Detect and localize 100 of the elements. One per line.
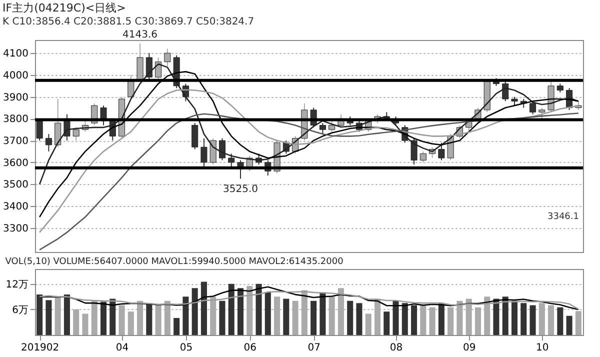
bar xyxy=(484,296,490,335)
x-tick-label: 10 xyxy=(536,342,549,354)
bar xyxy=(511,300,518,335)
bar xyxy=(36,294,43,335)
bar xyxy=(365,314,372,335)
bar xyxy=(320,292,326,335)
bar xyxy=(411,305,418,335)
candlestick xyxy=(328,120,336,132)
y-tick-label: 3700 xyxy=(3,136,28,148)
bar xyxy=(174,318,180,335)
x-tick-label: 201902 xyxy=(20,342,60,354)
bar xyxy=(274,296,280,335)
x-tick-label: 07 xyxy=(308,342,320,354)
bar xyxy=(110,298,116,335)
candlestick xyxy=(210,138,216,166)
candlestick xyxy=(502,81,509,102)
bar xyxy=(338,288,344,335)
candlestick xyxy=(228,153,235,168)
bar xyxy=(91,300,98,335)
bar xyxy=(192,288,198,335)
x-tick-label: 04 xyxy=(116,342,129,354)
annotation: 3525.0 xyxy=(223,184,258,195)
line-series xyxy=(38,290,580,310)
y-tick-label: 12万 xyxy=(6,279,28,290)
bar xyxy=(557,307,564,335)
y-tick-label: 3500 xyxy=(3,180,28,191)
bar xyxy=(493,298,500,335)
candlestick xyxy=(192,122,198,150)
line-series xyxy=(38,286,580,310)
y-tick-label: 3800 xyxy=(3,114,28,126)
bar xyxy=(164,300,170,335)
x-tick-label: 09 xyxy=(462,342,476,354)
y-tick-label: 3300 xyxy=(3,223,28,234)
y-tick-label: 3900 xyxy=(3,92,28,104)
y-tick-label: 3400 xyxy=(3,202,28,213)
bar xyxy=(264,292,271,335)
y-tick-label: 3600 xyxy=(3,158,28,169)
bar xyxy=(228,284,234,335)
bar xyxy=(448,307,454,335)
chart-title: IF主力(04219C)<日线> xyxy=(2,2,126,15)
line-series xyxy=(38,71,580,218)
bar xyxy=(520,303,527,335)
bar xyxy=(46,300,52,335)
bar xyxy=(64,294,70,335)
bar xyxy=(219,300,226,335)
candlestick xyxy=(319,122,326,134)
bar xyxy=(402,303,408,335)
candlestick xyxy=(72,126,80,142)
bar xyxy=(100,302,107,335)
bar xyxy=(530,305,536,335)
y-tick-label: 6万 xyxy=(12,304,28,316)
candlestick xyxy=(218,138,226,161)
x-tick-label: 06 xyxy=(244,342,256,354)
candlestick xyxy=(200,138,208,168)
y-tick-label: 4000 xyxy=(3,70,28,82)
bar xyxy=(200,282,207,335)
bar xyxy=(54,296,61,335)
bar xyxy=(237,288,244,335)
bar xyxy=(283,298,290,335)
bar xyxy=(502,296,508,335)
bar xyxy=(328,296,335,335)
bar xyxy=(374,298,381,335)
bar xyxy=(420,305,426,335)
bar xyxy=(474,307,481,335)
bar xyxy=(566,316,572,335)
bar xyxy=(155,304,162,335)
candlestick xyxy=(438,142,445,161)
bar xyxy=(429,307,436,335)
bar xyxy=(438,303,444,335)
bar xyxy=(137,300,144,335)
annotation: 4143.6 xyxy=(122,30,158,41)
bar xyxy=(146,303,152,335)
x-tick-label: 05 xyxy=(180,342,193,354)
candlestick xyxy=(538,107,546,120)
bar xyxy=(73,309,80,335)
bar xyxy=(82,314,88,335)
x-tick-label: 08 xyxy=(390,342,403,354)
bar xyxy=(310,300,317,335)
bar xyxy=(384,312,390,335)
y-tick-label: 4100 xyxy=(3,48,28,60)
bar xyxy=(548,305,554,335)
bar xyxy=(538,303,545,335)
chart-subtitle: K C10:3856.4 C20:3881.5 C30:3869.7 C50:3824.7 xyxy=(2,16,254,28)
bar xyxy=(210,296,216,335)
bar xyxy=(456,300,463,335)
candlestick xyxy=(410,138,418,166)
candlestick xyxy=(420,150,426,163)
bar xyxy=(392,300,399,335)
bar xyxy=(347,300,354,335)
bar xyxy=(301,290,308,335)
bar xyxy=(292,300,298,335)
bar xyxy=(246,286,253,335)
bar xyxy=(356,303,362,335)
candlestick xyxy=(54,98,62,148)
candlestick xyxy=(45,133,52,152)
annotation: 3346.1 xyxy=(548,212,579,222)
bar xyxy=(575,311,582,335)
bar xyxy=(182,296,189,335)
bar xyxy=(256,284,262,335)
bar xyxy=(466,298,472,335)
